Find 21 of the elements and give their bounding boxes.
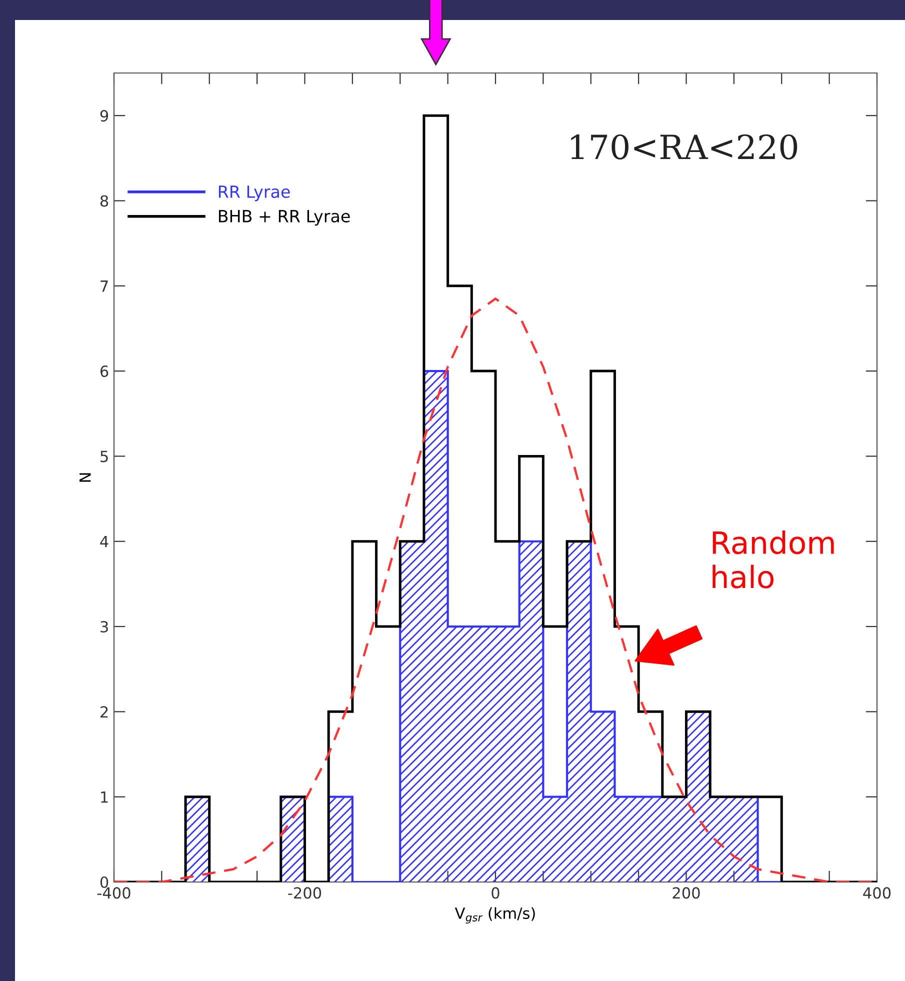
y-tick-label: 5 bbox=[100, 450, 108, 462]
x-tick-label: 400 bbox=[863, 887, 891, 899]
x-tick-label: 0 bbox=[492, 887, 500, 899]
y-tick-label: 1 bbox=[101, 792, 108, 803]
y-tick-label: 7 bbox=[100, 280, 108, 292]
legend-label: BHB + RR Lyrae bbox=[218, 210, 350, 226]
y-axis-title: N bbox=[80, 473, 91, 482]
y-tick-label: 8 bbox=[100, 195, 108, 207]
text: 170<RA<220 bbox=[571, 134, 798, 160]
y-tick-label: 2 bbox=[100, 706, 108, 718]
x-tick-label: 200 bbox=[672, 887, 700, 899]
annotation: Random halo bbox=[712, 530, 834, 588]
y-tick-label: 9 bbox=[100, 110, 108, 122]
y-tick-label: 0 bbox=[100, 876, 108, 888]
y-tick-label: 6 bbox=[100, 366, 108, 378]
y-tick-label: 3 bbox=[100, 620, 108, 633]
y-tick-label: 4 bbox=[100, 536, 108, 548]
x-axis-title: V$_{gsr}$ (km/s) bbox=[454, 907, 535, 924]
x-tick-label: -200 bbox=[288, 887, 322, 899]
text: RR Lyrae bbox=[218, 186, 290, 202]
x-tick-label: -400 bbox=[97, 887, 130, 899]
